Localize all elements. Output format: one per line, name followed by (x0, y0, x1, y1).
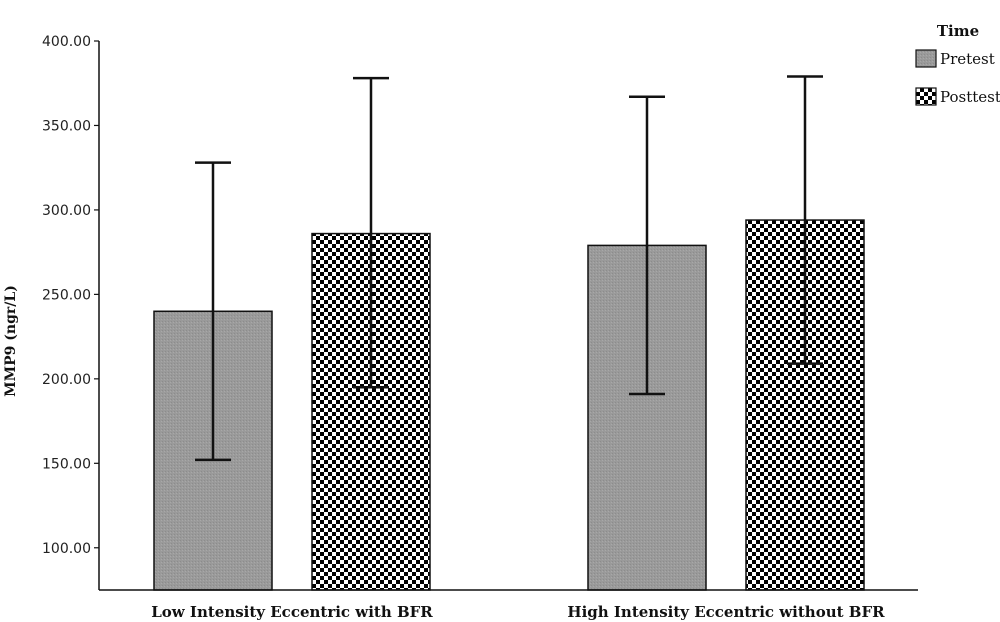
legend-label-posttest: Posttest (940, 88, 1000, 106)
legend: Time Pretest Posttest (915, 22, 1000, 106)
y-tick-label: 200.00 (42, 372, 91, 388)
y-axis-title: MMP9 (ngr/L) (3, 285, 19, 397)
x-category-label: Low Intensity Eccentric with BFR (151, 603, 433, 621)
x-category-label: High Intensity Eccentric without BFR (567, 603, 885, 621)
legend-label-pretest: Pretest (940, 50, 995, 68)
legend-title: Time (937, 22, 979, 40)
bars-layer (153, 219, 865, 591)
y-tick-label: 300.00 (42, 203, 91, 219)
axes-layer: Low Intensity Eccentric with BFR High Int… (42, 34, 918, 621)
y-tick-label: 350.00 (42, 118, 91, 134)
y-tick-label: 250.00 (42, 287, 91, 303)
y-tick-label: 400.00 (42, 34, 91, 50)
error-bars-layer (195, 75, 823, 462)
legend-swatch-posttest (915, 87, 937, 106)
legend-swatch-pretest (915, 49, 937, 68)
y-tick-label: 100.00 (42, 541, 91, 557)
y-tick-label: 150.00 (42, 456, 91, 472)
